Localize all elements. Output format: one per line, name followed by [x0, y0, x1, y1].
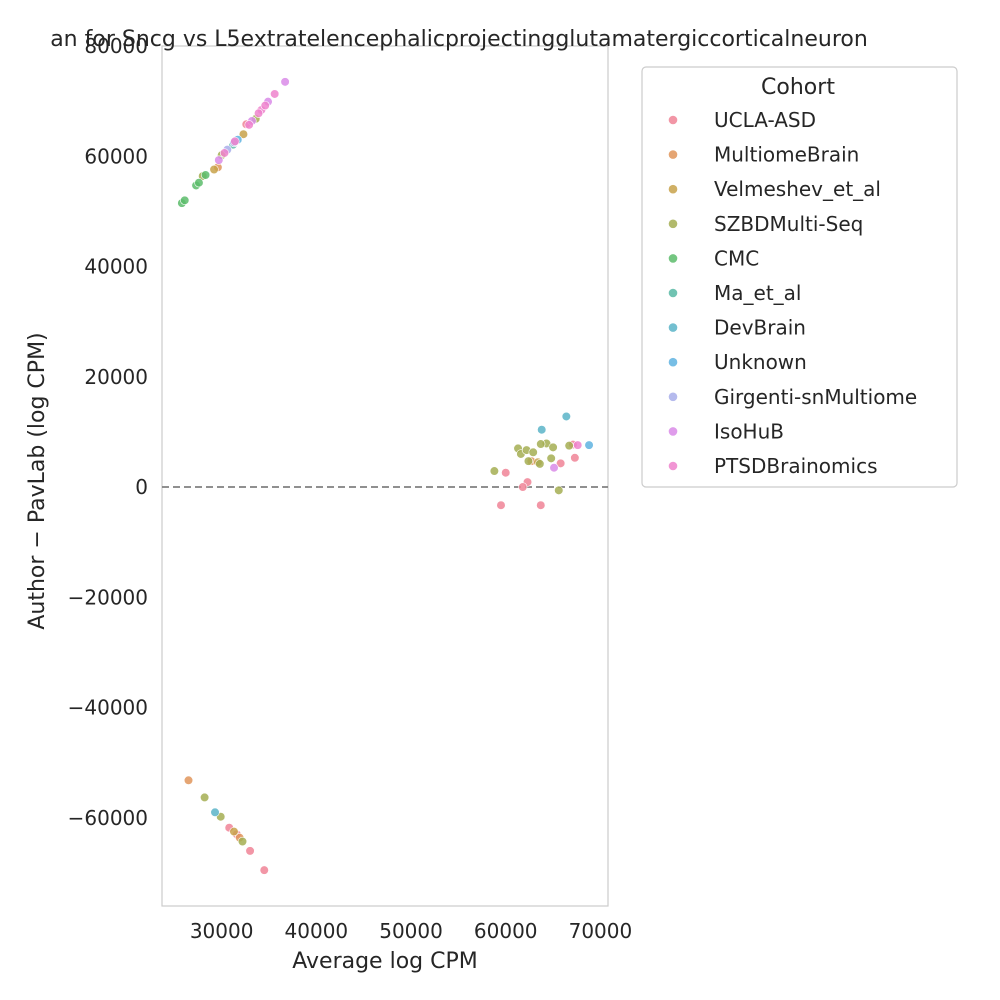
x-tick-label: 40000: [285, 919, 349, 943]
legend-marker: [668, 184, 678, 194]
legend-marker: [668, 427, 678, 436]
legend-marker: [668, 392, 678, 402]
chart-title: an for Sncg vs L5extratelencephalicproje…: [50, 27, 868, 52]
data-point: [259, 865, 269, 875]
data-points: [177, 77, 594, 875]
data-point: [238, 129, 249, 139]
data-point: [180, 195, 190, 205]
y-tick-label: 0: [135, 475, 148, 499]
legend-marker: [668, 150, 678, 159]
y-tick-label: −40000: [68, 696, 148, 720]
data-point: [209, 164, 219, 175]
y-tick-label: 20000: [84, 365, 148, 389]
data-point: [564, 441, 574, 451]
y-tick-label: 40000: [84, 255, 148, 279]
legend-label: Unknown: [714, 350, 807, 374]
data-point: [561, 411, 571, 422]
data-point: [230, 136, 240, 146]
data-point: [535, 459, 545, 469]
data-point: [229, 826, 239, 837]
legend-marker: [668, 115, 678, 125]
data-point: [536, 500, 546, 510]
data-point: [237, 836, 248, 847]
data-point: [548, 442, 558, 452]
data-point: [270, 89, 280, 99]
data-point: [554, 485, 564, 495]
legend-items: UCLA-ASD MultiomeBrain Velmeshev_et_al SZBD…: [668, 108, 917, 478]
legend-label: CMC: [714, 246, 759, 270]
data-point: [210, 807, 220, 817]
data-point: [194, 178, 204, 188]
x-tick-label: 70000: [569, 919, 633, 943]
data-point: [546, 453, 556, 463]
data-point: [200, 792, 210, 802]
data-point: [584, 440, 594, 450]
legend: Cohort UCLA-ASD MultiomeBrain Velmeshev_et…: [641, 66, 958, 488]
data-point: [183, 775, 194, 785]
data-point: [556, 458, 566, 468]
data-point: [245, 846, 255, 856]
legend-label: IsoHuB: [714, 419, 784, 443]
data-point: [244, 120, 254, 130]
legend-label: PTSDBrainomics: [714, 454, 878, 478]
data-point: [528, 447, 538, 457]
legend-title: Cohort: [761, 75, 835, 100]
y-tick-label: −60000: [68, 806, 148, 830]
data-point: [496, 500, 506, 510]
plot-frame: [161, 45, 609, 907]
x-tick-label: 30000: [190, 919, 254, 943]
x-axis-title: Average log CPM: [292, 949, 477, 974]
data-point: [549, 463, 559, 473]
data-point: [219, 148, 230, 158]
legend-label: Velmeshev_et_al: [714, 177, 881, 201]
data-point: [280, 77, 290, 87]
plot-area: [161, 45, 609, 907]
legend-marker: [668, 219, 678, 229]
y-tick-label: 60000: [84, 144, 148, 168]
x-tick-label: 60000: [474, 919, 538, 943]
data-point: [536, 439, 546, 449]
data-point: [573, 440, 583, 450]
data-point: [570, 453, 580, 463]
legend-label: Girgenti-snMultiome: [714, 385, 917, 409]
y-axis-ticks: 80000 60000 40000 20000 0 −20000 −40000 −60000: [68, 34, 148, 830]
legend-label: UCLA-ASD: [714, 108, 816, 132]
legend-marker: [668, 323, 678, 332]
legend-marker: [668, 288, 678, 298]
y-axis-title: Author − PavLab (log CPM): [25, 332, 50, 629]
y-tick-label: 80000: [84, 34, 148, 58]
data-point: [200, 170, 211, 180]
legend-marker: [668, 357, 678, 367]
data-point: [214, 155, 224, 165]
legend-label: DevBrain: [714, 316, 806, 340]
data-point: [253, 108, 264, 118]
data-point: [518, 482, 528, 492]
x-tick-label: 50000: [379, 919, 443, 943]
y-tick-label: −20000: [68, 585, 148, 609]
data-point: [501, 468, 511, 478]
legend-marker: [668, 461, 678, 471]
data-point: [537, 425, 547, 435]
data-point: [489, 466, 499, 476]
data-point: [260, 100, 270, 111]
data-point: [523, 456, 534, 466]
legend-frame: [641, 66, 958, 488]
legend-label: MultiomeBrain: [714, 143, 859, 167]
x-axis-ticks: 30000 40000 50000 60000 70000: [190, 919, 632, 943]
legend-label: SZBDMulti-Seq: [714, 212, 863, 236]
legend-marker: [668, 254, 678, 263]
legend-label: Ma_et_al: [714, 281, 801, 305]
